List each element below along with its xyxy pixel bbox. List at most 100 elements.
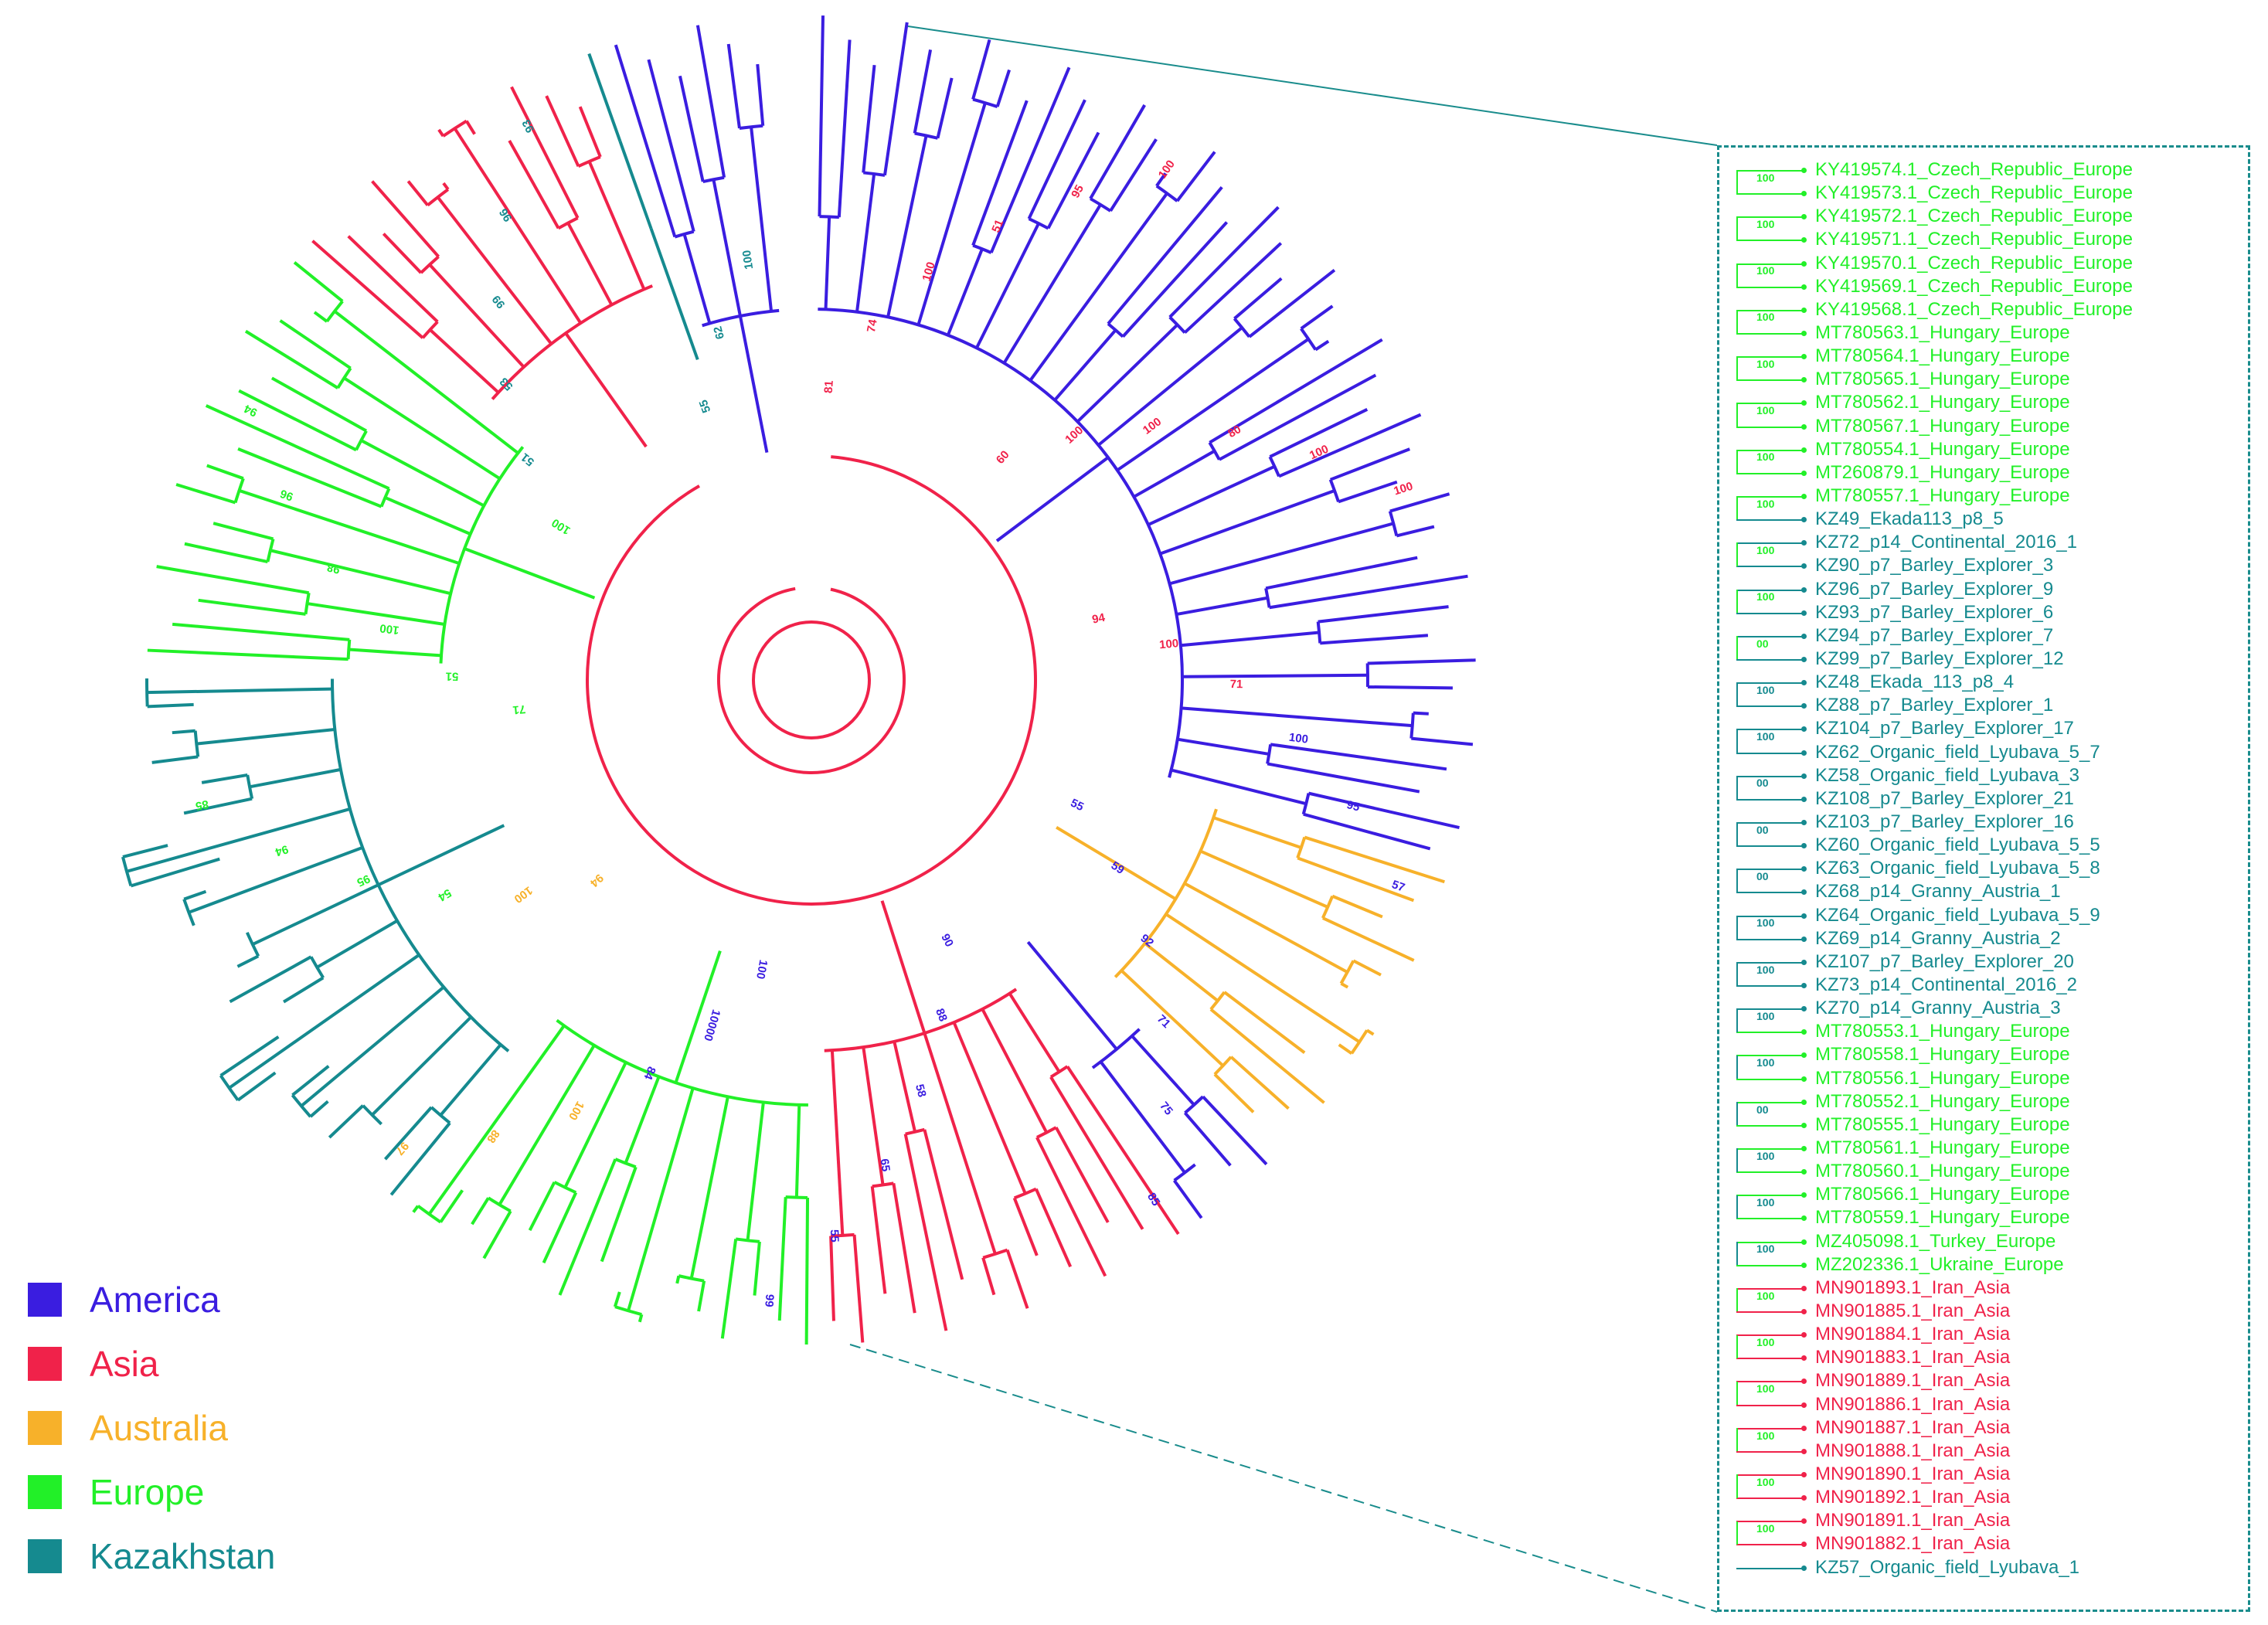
tree-branch [1116,338,1310,472]
tree-branch [649,228,699,361]
leaf-node-dot [1801,1355,1807,1362]
tree-branch [464,547,596,600]
tree-branch [624,1076,661,1164]
tree-arc [553,1181,577,1195]
legend-item-kazakhstan: Kazakhstan [28,1524,352,1588]
leaf-label: KZ57_Organic_field_Lyubava_1 [1815,1556,2080,1578]
leaf-branch [1736,1544,1804,1546]
pair-bracket [1736,1521,1738,1545]
bootstrap-label: 100 [1156,158,1178,181]
tree-branch [903,1134,948,1331]
leaf-node-dot [1801,1239,1807,1245]
leaf-branch [1736,426,1804,428]
tree-branch [1209,1008,1325,1104]
tree-branch [995,69,1012,107]
tree-branch [147,648,349,661]
bootstrap-label: 100 [1756,543,1775,556]
pair-bracket [1736,682,1738,706]
tree-branch [482,1210,512,1260]
tree-branch [1202,1095,1268,1166]
bootstrap-label: 100 [1158,637,1178,651]
leaf-node-dot [1801,1169,1807,1175]
leaf-label: KZ104_p7_Barley_Explorer_17 [1815,718,2074,739]
pair-bracket [1736,403,1738,427]
tree-arc [355,430,368,451]
pair-bracket [1736,309,1738,334]
tree-branch [1171,768,1307,806]
tree-branch [777,1197,787,1321]
pair-bracket [1736,1428,1738,1452]
tree-branch [439,1189,464,1223]
tree-branch [971,100,1029,246]
tree-arc [1114,808,1218,978]
leaf-branch [1736,1334,1804,1337]
tree-branch [428,263,525,369]
tree-arc [331,678,510,1052]
tree-branch [196,728,335,746]
bootstrap-label: 100 [1756,963,1775,976]
pair-bracket [1736,1288,1738,1312]
tree-branch [558,1158,617,1296]
tree-branch [1046,131,1100,229]
bootstrap-label: 100 [1756,590,1775,603]
pair-bracket [1736,216,1738,240]
bootstrap-label: 54 [435,886,454,903]
bootstrap-label: 100 [1756,683,1775,696]
leaf-label: MN901883.1_Iran_Asia [1815,1347,2011,1368]
bootstrap-label: 51 [989,218,1006,235]
leaf-label: MT780561.1_Hungary_Europe [1815,1137,2070,1158]
leaf-node-dot [1801,936,1807,942]
leaf-node-dot [1801,796,1807,802]
leaf-label: MT780553.1_Hungary_Europe [1815,1021,2070,1042]
leaf-node-dot [1801,1379,1807,1385]
tree-branch [347,235,439,323]
leaf-branch [1736,1474,1804,1476]
leaf-node-dot [1801,1122,1807,1128]
bootstrap-label: 90 [938,932,956,950]
bootstrap-label: 96 [497,206,515,224]
leaf-row: MN901889.1_Iran_Asia [1729,1369,2246,1392]
tree-branch [1180,631,1320,648]
tree-branch [1411,736,1474,746]
tree-branch [892,1183,916,1314]
bootstrap-label: 100 [1307,443,1331,463]
bootstrap-label: 97 [393,1139,411,1158]
tree-branch [1321,916,1415,962]
bootstrap-label: 62 [711,325,727,340]
legend-label: America [90,1279,220,1320]
tree-arc [735,1237,760,1243]
tree-branch [1300,304,1334,330]
bootstrap-label: 80 [1226,423,1243,440]
tree-branch [238,488,460,566]
leaf-node-dot [1801,703,1807,709]
tree-branch [1329,447,1411,481]
leaf-row: KZ58_Organic_field_Lyubava_3 [1729,764,2246,787]
legend-swatch [28,1410,62,1445]
leaf-branch [1736,775,1804,777]
leaf-node-dot [1801,168,1807,174]
bootstrap-label: 55 [828,1229,842,1243]
leaf-branch [1736,892,1804,894]
leaf-node-dot [1801,1192,1807,1198]
tree-branch [1413,711,1429,716]
tree-branch [382,233,423,274]
leaf-label: KY419570.1_Czech_Republic_Europe [1815,252,2133,274]
leaf-label: MN901882.1_Iran_Asia [1815,1533,2011,1555]
leaf-row: KZ93_p7_Barley_Explorer_6 [1729,601,2246,624]
tree-branch [349,648,442,658]
tree-branch [1265,556,1418,590]
tree-branch [600,1166,638,1263]
legend-item-europe: Europe [28,1460,352,1524]
bootstrap-label: 100 [1756,497,1775,510]
leaf-node-dot [1801,1518,1807,1525]
leaf-label: MT780556.1_Hungary_Europe [1815,1067,2070,1089]
tree-branch [893,1041,917,1133]
tree-branch [1144,942,1219,1002]
tree-branch [1056,825,1177,901]
tree-branch [172,729,196,735]
tree-branch [412,1205,420,1213]
tree-branch [1367,658,1476,665]
leaf-label: MT780554.1_Hungary_Europe [1815,438,2070,460]
tree-branch [1183,242,1283,334]
